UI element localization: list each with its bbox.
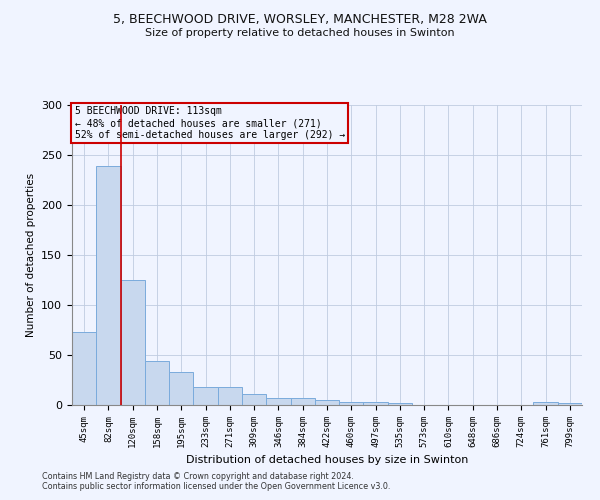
Bar: [558, 403, 582, 405]
Y-axis label: Number of detached properties: Number of detached properties: [26, 173, 35, 337]
Text: Contains public sector information licensed under the Open Government Licence v3: Contains public sector information licen…: [42, 482, 391, 491]
Bar: [266, 398, 290, 405]
Text: Size of property relative to detached houses in Swinton: Size of property relative to detached ho…: [145, 28, 455, 38]
Bar: [388, 403, 412, 405]
Bar: [364, 402, 388, 405]
Bar: [193, 387, 218, 405]
Bar: [145, 361, 169, 405]
Bar: [242, 394, 266, 405]
Bar: [533, 402, 558, 405]
X-axis label: Distribution of detached houses by size in Swinton: Distribution of detached houses by size …: [186, 456, 468, 466]
Bar: [72, 332, 96, 405]
Text: Contains HM Land Registry data © Crown copyright and database right 2024.: Contains HM Land Registry data © Crown c…: [42, 472, 354, 481]
Bar: [315, 400, 339, 405]
Bar: [218, 387, 242, 405]
Text: 5 BEECHWOOD DRIVE: 113sqm
← 48% of detached houses are smaller (271)
52% of semi: 5 BEECHWOOD DRIVE: 113sqm ← 48% of detac…: [74, 106, 345, 140]
Bar: [121, 280, 145, 405]
Bar: [290, 398, 315, 405]
Bar: [169, 372, 193, 405]
Bar: [96, 166, 121, 405]
Text: 5, BEECHWOOD DRIVE, WORSLEY, MANCHESTER, M28 2WA: 5, BEECHWOOD DRIVE, WORSLEY, MANCHESTER,…: [113, 12, 487, 26]
Bar: [339, 402, 364, 405]
